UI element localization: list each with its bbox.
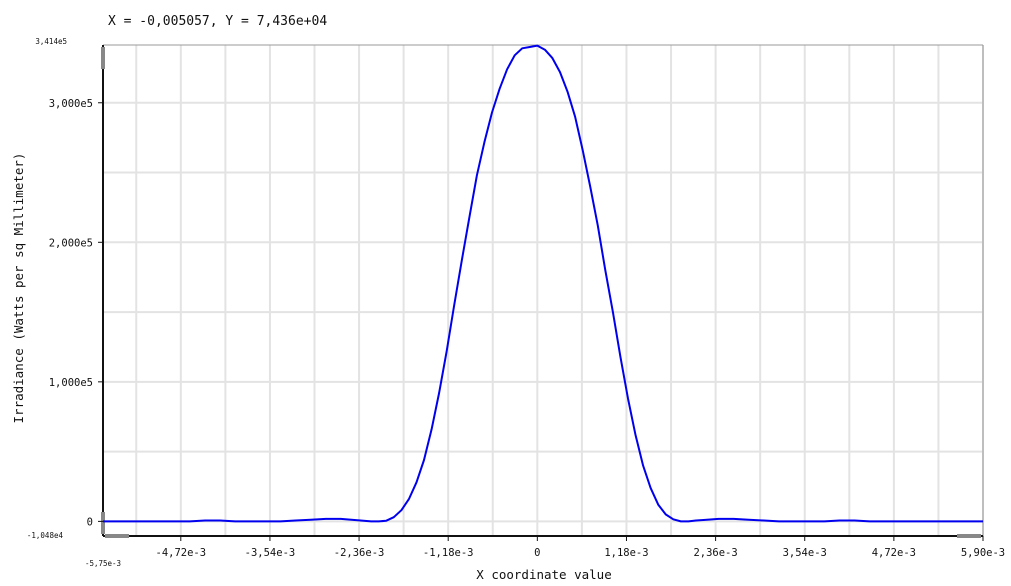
x-axis-ticks: -4,72e-3 -3,54e-3 -2,36e-3 -1,18e-3 0 1,18e-3… xyxy=(85,536,1005,568)
y-tick-label: 2,000e5 xyxy=(49,237,93,249)
y-tick-label: 1,000e5 xyxy=(49,377,93,389)
x-tick-label: -2,36e-3 xyxy=(334,547,385,559)
x-axis-scroll-handle-left[interactable] xyxy=(105,534,129,538)
x-tick-label: 1,18e-3 xyxy=(604,547,648,559)
grid-lines xyxy=(103,45,984,536)
x-axis-title: X coordinate value xyxy=(476,567,611,582)
x-tick-label: 5,90e-3 xyxy=(961,547,1005,559)
y-tick-label: 3,000e5 xyxy=(49,98,93,110)
x-axis-min-label: -5,75e-3 xyxy=(85,559,121,568)
x-tick-label: -4,72e-3 xyxy=(156,547,207,559)
y-axis-title: Irradiance (Watts per sq Millimeter) xyxy=(11,153,26,424)
y-axis-scroll-handle-bottom[interactable] xyxy=(101,512,105,534)
plot-frame xyxy=(101,44,984,538)
x-tick-label: -3,54e-3 xyxy=(245,547,296,559)
x-tick-label: 3,54e-3 xyxy=(783,547,827,559)
x-tick-label: 0 xyxy=(534,547,540,559)
y-tick-label: 0 xyxy=(87,516,93,528)
data-series xyxy=(103,44,983,523)
irradiance-series-line xyxy=(103,44,983,523)
cursor-readout: X = -0,005057, Y = 7,436e+04 xyxy=(108,14,328,29)
y-axis-min-label: -1,048e4 xyxy=(27,531,64,540)
x-axis-scroll-handle-right[interactable] xyxy=(957,534,981,538)
y-axis-scroll-handle-top[interactable] xyxy=(101,47,105,69)
y-axis-ticks: 0 1,000e5 2,000e5 3,000e5 3,414e5 -1,048e4 xyxy=(27,37,103,540)
x-tick-label: -1,18e-3 xyxy=(423,547,474,559)
x-tick-label: 4,72e-3 xyxy=(872,547,916,559)
x-tick-label: 2,36e-3 xyxy=(693,547,737,559)
y-axis-max-label: 3,414e5 xyxy=(35,37,67,46)
